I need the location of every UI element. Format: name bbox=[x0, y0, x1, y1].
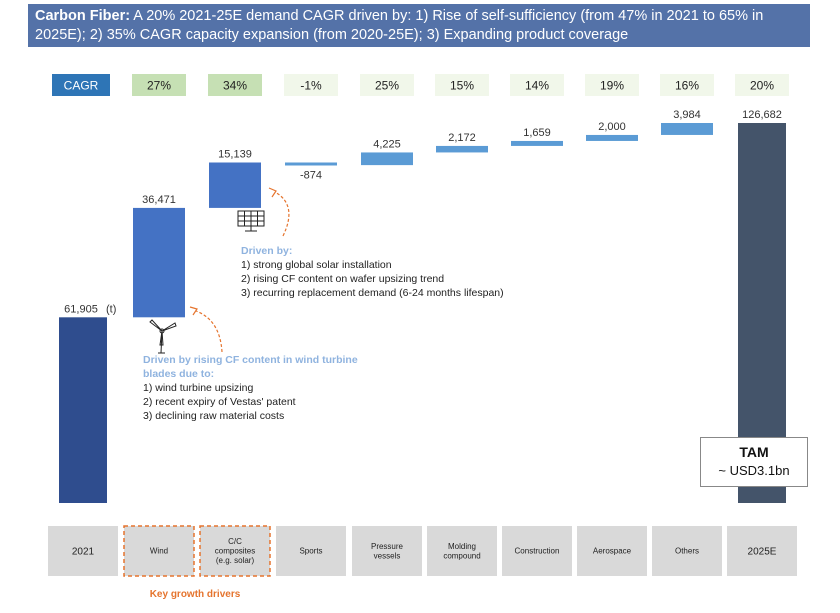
wind-note-item: 1) wind turbine upsizing bbox=[143, 382, 254, 394]
tam-box: TAM ~ USD3.1bn bbox=[700, 437, 808, 487]
cagr-value: 20% bbox=[750, 79, 774, 93]
data-label: 126,682 bbox=[742, 109, 782, 121]
category-box bbox=[276, 526, 346, 576]
cagr-box bbox=[360, 74, 414, 96]
category-label: Aerospace bbox=[593, 547, 632, 556]
cagr-box bbox=[435, 74, 489, 96]
category-box bbox=[577, 526, 647, 576]
category-box bbox=[727, 526, 797, 576]
arrow-solar bbox=[274, 191, 290, 237]
data-label: 15,139 bbox=[218, 148, 252, 160]
data-label: 1,659 bbox=[523, 127, 551, 139]
cagr-value: -1% bbox=[300, 79, 322, 93]
cagr-value: 14% bbox=[525, 79, 549, 93]
tam-title: TAM bbox=[739, 444, 769, 460]
category-label: vessels bbox=[374, 551, 401, 560]
total-bar bbox=[59, 317, 107, 503]
category-box bbox=[352, 526, 422, 576]
category-label: (e.g. solar) bbox=[216, 556, 255, 565]
category-label: 2021 bbox=[72, 546, 95, 557]
waterfall-bar bbox=[285, 162, 337, 166]
solar-note-heading: Driven by: bbox=[241, 245, 293, 257]
cagr-box bbox=[132, 74, 186, 96]
waterfall-bar bbox=[361, 152, 413, 166]
title-bold: Carbon Fiber: bbox=[35, 8, 131, 24]
wind-note: Driven by rising CF content in wind turb… bbox=[143, 353, 368, 423]
category-label: Others bbox=[675, 547, 699, 556]
data-label: 61,905 bbox=[64, 303, 98, 315]
category-label: 2025E bbox=[748, 546, 777, 557]
wind-note-heading: Driven by rising CF content in wind turb… bbox=[143, 354, 358, 380]
waterfall-bar bbox=[661, 123, 713, 135]
solar-note-item: 2) rising CF content on wafer upsizing t… bbox=[241, 273, 445, 285]
arrow-head bbox=[189, 306, 198, 316]
cagr-box bbox=[660, 74, 714, 96]
cagr-value: 25% bbox=[375, 79, 399, 93]
category-label: Pressure bbox=[371, 542, 404, 551]
cagr-value: 16% bbox=[675, 79, 699, 93]
cagr-box bbox=[284, 74, 338, 96]
solar-note-item: 3) recurring replacement demand (6-24 mo… bbox=[241, 287, 504, 299]
cagr-box bbox=[585, 74, 639, 96]
data-label: 4,225 bbox=[373, 138, 401, 150]
category-box bbox=[427, 526, 497, 576]
key-growth-drivers-label: Key growth drivers bbox=[149, 589, 241, 600]
category-box bbox=[652, 526, 722, 576]
data-label: 36,471 bbox=[142, 194, 176, 206]
cagr-value: 34% bbox=[223, 79, 247, 93]
arrow-wind bbox=[195, 310, 223, 353]
title-text: A 20% 2021-25E demand CAGR driven by: 1)… bbox=[35, 8, 764, 43]
tam-value: ~ USD3.1bn bbox=[718, 463, 790, 478]
category-label: Molding bbox=[448, 542, 476, 551]
waterfall-bar bbox=[133, 207, 185, 318]
category-box bbox=[48, 526, 118, 576]
key-driver-category-box bbox=[123, 525, 195, 577]
cagr-box bbox=[510, 74, 564, 96]
solar-note: Driven by: 1) strong global solar instal… bbox=[241, 244, 541, 300]
key-driver-category-box bbox=[199, 525, 271, 577]
category-label: C/C bbox=[228, 537, 242, 546]
wind-note-item: 3) declining raw material costs bbox=[143, 410, 285, 422]
cagr-header-label: CAGR bbox=[64, 79, 99, 93]
data-label: 2,172 bbox=[448, 132, 476, 144]
waterfall-bar bbox=[511, 140, 563, 146]
cagr-box bbox=[208, 74, 262, 96]
cagr-box bbox=[735, 74, 789, 96]
data-label: 2,000 bbox=[598, 121, 626, 133]
solar-panel-icon bbox=[237, 210, 265, 232]
cagr-value: 15% bbox=[450, 79, 474, 93]
cagr-header-box bbox=[52, 74, 110, 96]
category-label: composites bbox=[215, 547, 255, 556]
unit-label: (t) bbox=[106, 303, 116, 315]
category-label: compound bbox=[443, 551, 480, 560]
waterfall-bar bbox=[586, 134, 638, 141]
arrow-head bbox=[268, 187, 277, 198]
waterfall-bar bbox=[436, 145, 488, 153]
solar-note-item: 1) strong global solar installation bbox=[241, 259, 392, 271]
category-box bbox=[502, 526, 572, 576]
data-label: -874 bbox=[300, 169, 322, 181]
wind-turbine-icon bbox=[149, 319, 177, 354]
category-label: Sports bbox=[299, 547, 322, 556]
cagr-value: 27% bbox=[147, 79, 171, 93]
waterfall-bar bbox=[209, 162, 261, 208]
data-label: 3,984 bbox=[673, 109, 701, 121]
category-label: Wind bbox=[150, 547, 168, 556]
category-label: Construction bbox=[515, 547, 560, 556]
title-banner: Carbon Fiber: A 20% 2021-25E demand CAGR… bbox=[28, 4, 810, 47]
wind-note-item: 2) recent expiry of Vestas' patent bbox=[143, 396, 296, 408]
cagr-value: 19% bbox=[600, 79, 624, 93]
